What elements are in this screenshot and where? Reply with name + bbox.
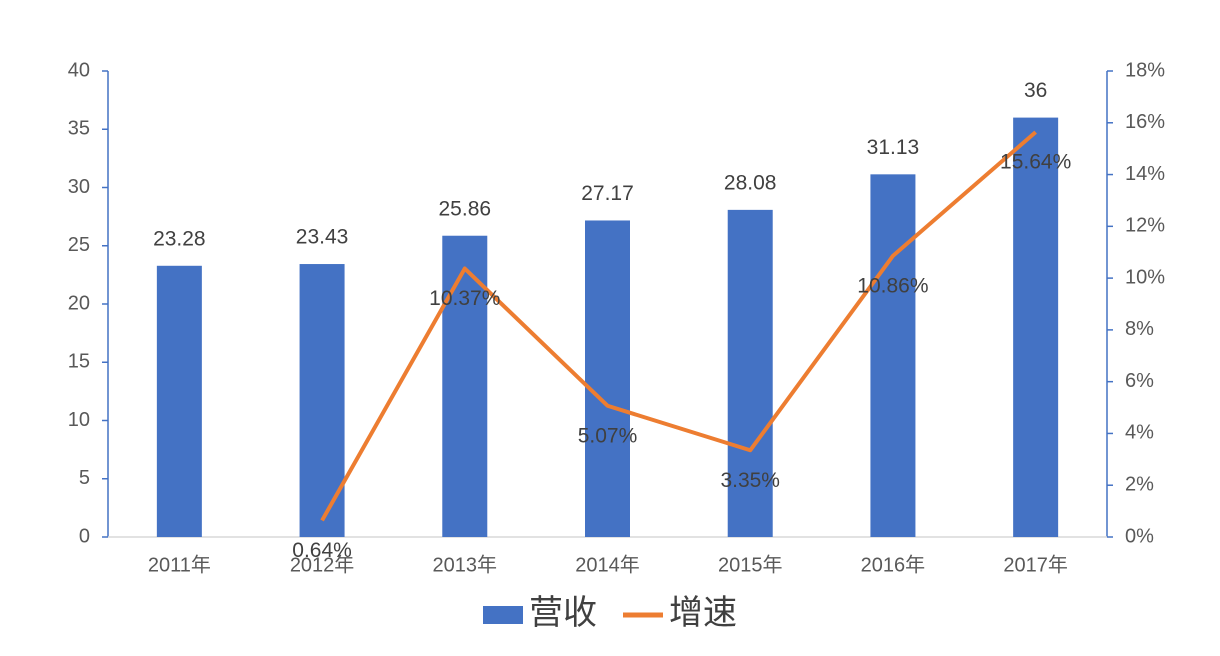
x-tick-label: 2012年 — [290, 553, 355, 576]
line-value-label: 3.35% — [720, 469, 780, 492]
y2-tick-label: 12% — [1125, 215, 1165, 237]
line-value-label: 15.64% — [1000, 151, 1071, 174]
y-tick-label: 0 — [79, 525, 90, 547]
y2-tick-label: 0% — [1125, 525, 1154, 547]
y2-tick-label: 14% — [1125, 163, 1165, 185]
y2-tick-label: 4% — [1125, 422, 1154, 444]
x-tick-label: 2011年 — [148, 553, 211, 576]
bar — [727, 209, 773, 538]
bar-value-label: 36 — [1024, 79, 1047, 102]
bar — [870, 174, 916, 537]
line-value-label: 5.07% — [578, 424, 638, 447]
bar-value-label: 28.08 — [724, 171, 777, 194]
y2-tick-label: 6% — [1125, 370, 1154, 392]
y-tick-label: 10 — [68, 409, 90, 431]
y2-tick-label: 2% — [1125, 474, 1154, 496]
line — [320, 130, 1037, 522]
y2-tick-label: 18% — [1125, 59, 1165, 81]
x-tick-label: 2017年 — [1003, 553, 1068, 576]
bar-value-label: 31.13 — [867, 136, 920, 159]
line-value-label: 10.37% — [429, 287, 500, 310]
y2-tick-label: 16% — [1125, 111, 1165, 133]
y-tick-label: 15 — [68, 351, 90, 373]
legend-label: 营收 — [529, 594, 597, 632]
bar-value-label: 27.17 — [581, 182, 634, 205]
y-tick-label: 25 — [68, 234, 90, 256]
y-tick-label: 5 — [79, 467, 90, 489]
bar-value-label: 23.43 — [296, 226, 349, 249]
line-value-label: 0.64% — [292, 539, 352, 562]
y-tick-label: 20 — [68, 292, 90, 314]
x-tick-label: 2016年 — [861, 553, 926, 576]
x-tick-label: 2015年 — [718, 553, 783, 576]
bar — [1013, 117, 1059, 537]
y2-tick-label: 8% — [1125, 318, 1154, 340]
x-tick-label: 2013年 — [433, 553, 498, 576]
x-tick-label: 2014年 — [575, 553, 640, 576]
bar — [156, 265, 202, 537]
legend-label: 增速 — [669, 594, 737, 632]
bar-value-label: 23.28 — [153, 227, 206, 250]
bar — [585, 220, 630, 538]
line-value-label: 10.86% — [857, 274, 928, 297]
y2-tick-label: 10% — [1125, 266, 1165, 288]
legend-swatch — [483, 606, 523, 624]
y-tick-label: 30 — [68, 176, 90, 198]
y-tick-label: 40 — [68, 59, 90, 81]
bar-value-label: 25.86 — [439, 197, 492, 220]
bar — [442, 235, 488, 537]
y-tick-label: 35 — [68, 118, 90, 140]
